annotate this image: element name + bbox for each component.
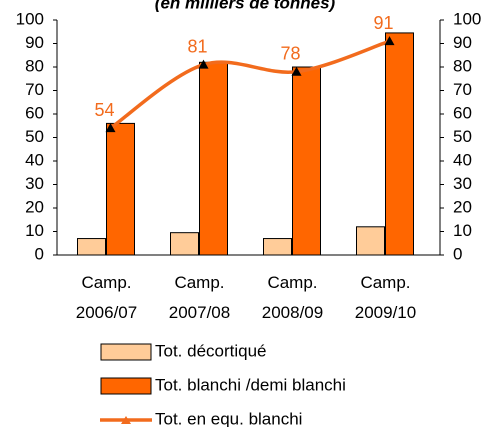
- line-marker: [198, 59, 209, 69]
- y2-tick-label: 50: [453, 127, 472, 146]
- chart-title: (en milliers de tonnes): [155, 0, 336, 12]
- y-tick-label: 20: [25, 197, 44, 216]
- y-tick-label: 70: [25, 80, 44, 99]
- y-tick-label: 30: [25, 174, 44, 193]
- y-tick-label: 0: [35, 244, 44, 263]
- y-tick-label: 40: [25, 150, 44, 169]
- line-marker: [105, 123, 116, 133]
- bar: [292, 66, 321, 256]
- bar: [263, 238, 292, 256]
- y2-tick-label: 0: [453, 244, 462, 263]
- data-label: 78: [280, 43, 300, 63]
- y-tick-label: 60: [25, 103, 44, 122]
- y-tick-label: 50: [25, 127, 44, 146]
- legend-swatch: [100, 343, 152, 361]
- y2-tick-label: 90: [453, 33, 472, 52]
- legend-marker: [121, 416, 131, 424]
- y-tick-label: 100: [16, 9, 44, 28]
- legend-swatch: [100, 377, 152, 395]
- bar: [77, 238, 106, 256]
- data-label: 54: [94, 100, 114, 120]
- x-tick-label: Camp. 2008/09: [261, 273, 324, 322]
- line-marker: [291, 66, 302, 76]
- y-tick-label: 80: [25, 56, 44, 75]
- data-label: 91: [373, 13, 393, 33]
- y-tick-label: 90: [25, 33, 44, 52]
- legend-label: Tot. décortiqué: [155, 341, 267, 360]
- line: [109, 39, 391, 130]
- y2-tick-label: 70: [453, 80, 472, 99]
- bar: [356, 226, 385, 256]
- legend-label: Tot. en equ. blanchi: [155, 409, 302, 427]
- x-tick-label: Camp. 2007/08: [168, 273, 231, 322]
- y-tick-label: 10: [25, 221, 44, 240]
- y2-tick-label: 100: [453, 9, 481, 28]
- y2-tick-label: 20: [453, 197, 472, 216]
- bar: [199, 61, 228, 256]
- legend-label: Tot. blanchi /demi blanchi: [155, 375, 346, 394]
- bar: [170, 232, 199, 256]
- bar: [106, 122, 135, 256]
- y2-tick-label: 40: [453, 150, 472, 169]
- y2-tick-label: 60: [453, 103, 472, 122]
- line-marker: [384, 36, 395, 46]
- y2-tick-label: 80: [453, 56, 472, 75]
- x-tick-label: Camp. 2009/10: [354, 273, 417, 322]
- bar: [385, 32, 414, 256]
- data-label: 81: [187, 36, 207, 56]
- x-tick-label: Camp. 2006/07: [75, 273, 138, 322]
- y2-tick-label: 10: [453, 221, 472, 240]
- y2-tick-label: 30: [453, 174, 472, 193]
